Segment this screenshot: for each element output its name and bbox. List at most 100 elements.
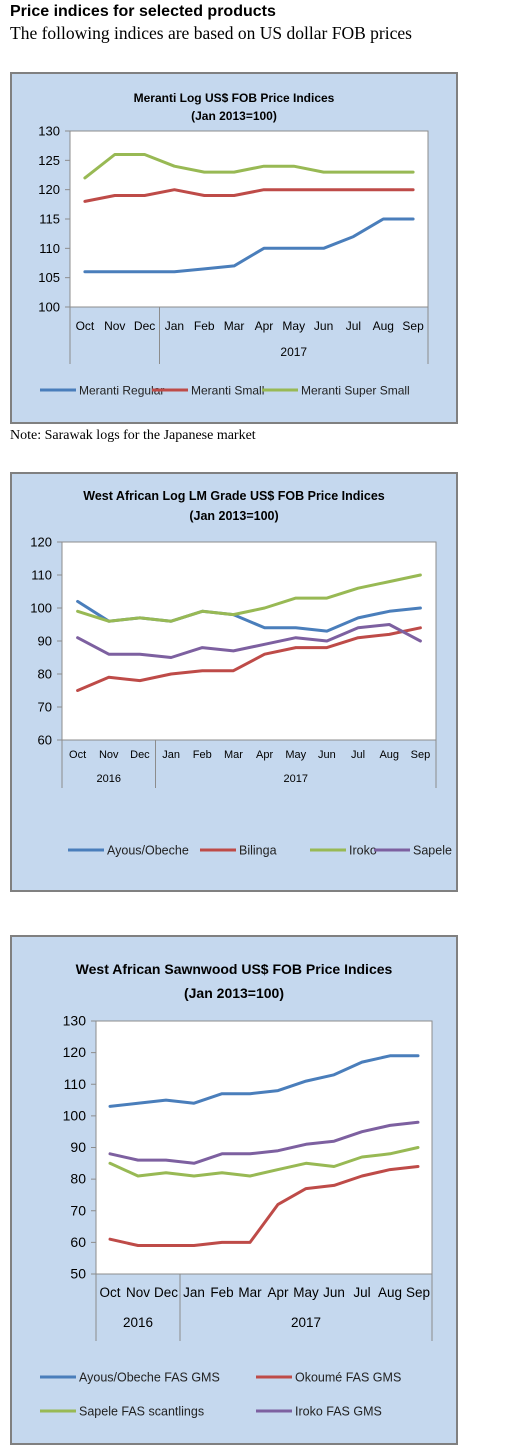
series-line-3	[83, 153, 415, 180]
x-tick-label: Jan	[162, 749, 180, 761]
x-tick-label: Nov	[126, 1285, 150, 1300]
x-tick-label: Jul	[353, 1285, 370, 1300]
plot-area	[95, 1020, 433, 1275]
chart-title: Meranti Log US$ FOB Price Indices	[134, 91, 335, 105]
plot-area	[61, 541, 437, 741]
x-tick-label: May	[293, 1285, 319, 1300]
x-tick-label: Aug	[379, 749, 399, 761]
x-tick-label: Apr	[256, 749, 273, 761]
y-tick-label: 110	[64, 1076, 87, 1092]
x-tick-label: Nov	[104, 319, 125, 333]
chart-subtitle: (Jan 2013=100)	[191, 109, 277, 123]
plot-area	[69, 130, 429, 308]
y-tick-label: 120	[63, 1044, 87, 1060]
x-tick-label: Nov	[99, 749, 119, 761]
y-tick-label: 125	[38, 153, 60, 168]
y-tick-label: 70	[70, 1202, 86, 1218]
x-tick-label: Jan	[165, 319, 184, 333]
x-tick-label: Mar	[224, 319, 245, 333]
x-group-label: 2017	[284, 773, 308, 785]
series-line-4	[108, 1120, 420, 1165]
legend-label: Bilinga	[239, 844, 277, 858]
y-tick-label: 120	[38, 182, 60, 197]
series-line-1	[108, 1054, 420, 1108]
x-tick-label: Jun	[318, 749, 336, 761]
chart-meranti: Meranti Log US$ FOB Price Indices (Jan 20…	[38, 91, 429, 398]
chart-panel-meranti: Meranti Log US$ FOB Price Indices (Jan 20…	[10, 72, 458, 424]
chart-panel-wa-sawnwood: West African Sawnwood US$ FOB Price Indi…	[10, 935, 458, 1445]
x-tick-label: Aug	[378, 1285, 402, 1300]
page-title: Price indices for selected products	[10, 3, 276, 20]
y-tick-label: 60	[38, 733, 52, 748]
y-tick-label: 115	[39, 212, 60, 227]
x-tick-label: Sep	[411, 749, 431, 761]
y-tick-label: 50	[70, 1266, 86, 1282]
legend-label: Sapele	[413, 844, 452, 858]
legend-label: Iroko	[349, 844, 377, 858]
y-tick-label: 110	[31, 568, 52, 583]
y-tick-label: 80	[70, 1171, 86, 1187]
x-tick-label: Jul	[346, 319, 361, 333]
series-line-3	[76, 573, 422, 623]
x-tick-label: Oct	[99, 1285, 120, 1300]
x-tick-label: Sep	[406, 1285, 430, 1300]
x-tick-label: Feb	[194, 319, 215, 333]
legend-label: Ayous/Obeche	[107, 844, 189, 858]
legend-label: Iroko FAS GMS	[295, 1405, 382, 1419]
x-tick-label: Jun	[323, 1285, 345, 1300]
legend-label: Ayous/Obeche FAS GMS	[79, 1371, 220, 1385]
x-group-label: 2016	[97, 773, 121, 785]
y-tick-label: 130	[38, 124, 60, 139]
chart-subtitle: (Jan 2013=100)	[184, 985, 284, 1001]
series-line-1	[83, 217, 415, 274]
x-tick-label: Mar	[224, 749, 243, 761]
chart-title: West African Log LM Grade US$ FOB Price …	[83, 489, 385, 503]
chart-wa-sawnwood: West African Sawnwood US$ FOB Price Indi…	[40, 961, 433, 1419]
x-tick-label: May	[282, 319, 305, 333]
x-tick-label: Jun	[314, 319, 333, 333]
page-subtitle: The following indices are based on US do…	[10, 23, 412, 43]
y-tick-label: 90	[70, 1139, 86, 1155]
x-tick-label: Jul	[351, 749, 365, 761]
x-group-label: 2017	[280, 345, 307, 359]
legend-label: Sapele FAS scantlings	[79, 1405, 204, 1419]
chart-title: West African Sawnwood US$ FOB Price Indi…	[76, 961, 393, 977]
x-group-label: 2017	[291, 1315, 321, 1330]
y-tick-label: 100	[38, 300, 60, 315]
chart-wa-log: West African Log LM Grade US$ FOB Price …	[30, 489, 452, 858]
y-tick-label: 60	[70, 1234, 86, 1250]
chart-panel-wa-log: West African Log LM Grade US$ FOB Price …	[10, 472, 458, 892]
y-tick-label: 90	[38, 634, 52, 649]
legend-label: Meranti Regular	[79, 384, 164, 398]
legend-label: Meranti Small	[191, 384, 264, 398]
legend-label: Meranti Super Small	[301, 384, 410, 398]
x-tick-label: May	[285, 749, 306, 761]
x-tick-label: Dec	[130, 749, 150, 761]
chart-note: Note: Sarawak logs for the Japanese mark…	[10, 428, 256, 443]
legend-label: Okoumé FAS GMS	[295, 1371, 401, 1385]
x-tick-label: Oct	[69, 749, 86, 761]
x-tick-label: Feb	[210, 1285, 233, 1300]
x-tick-label: Jan	[183, 1285, 205, 1300]
x-tick-label: Aug	[373, 319, 394, 333]
y-tick-label: 80	[38, 667, 52, 682]
y-tick-label: 130	[63, 1013, 87, 1029]
x-tick-label: Mar	[238, 1285, 262, 1300]
x-tick-label: Dec	[134, 319, 155, 333]
x-tick-label: Sep	[402, 319, 424, 333]
x-tick-label: Oct	[76, 319, 95, 333]
y-tick-label: 105	[38, 270, 60, 285]
series-line-2	[76, 626, 422, 692]
x-group-label: 2016	[123, 1315, 153, 1330]
y-tick-label: 100	[63, 1107, 87, 1123]
y-tick-label: 120	[30, 535, 52, 550]
x-tick-label: Feb	[193, 749, 212, 761]
series-line-3	[108, 1146, 420, 1178]
x-tick-label: Apr	[267, 1285, 289, 1300]
y-tick-label: 100	[30, 601, 52, 616]
series-line-2	[108, 1165, 420, 1247]
x-tick-label: Apr	[255, 319, 274, 333]
y-tick-label: 70	[38, 700, 52, 715]
series-line-2	[83, 188, 415, 203]
series-line-4	[76, 623, 422, 659]
